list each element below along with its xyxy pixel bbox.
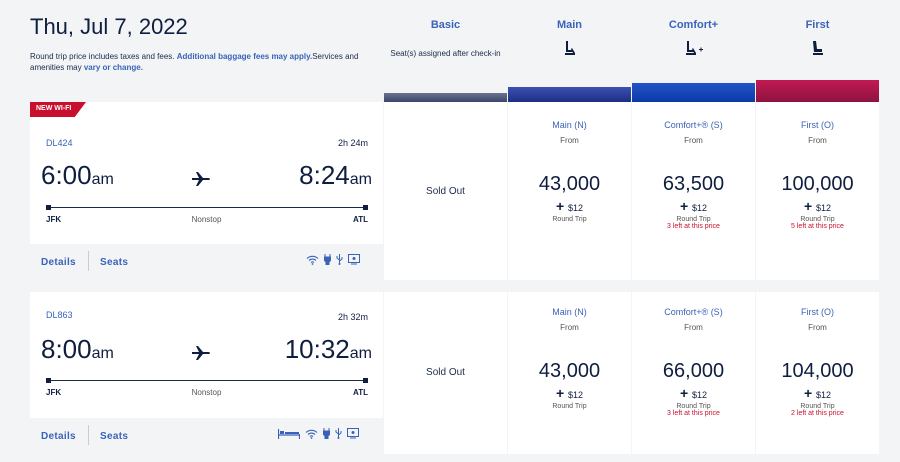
baggage-fees-link[interactable]: Additional baggage fees may apply. [176,52,313,61]
airplane-icon [192,346,210,360]
card-footer: Details Seats [30,244,383,280]
airplane-icon [192,172,210,186]
first-fare-cell[interactable]: First (O) From 104,000 + $12 Round Trip … [756,292,879,454]
miles-price: 43,000 [538,360,601,382]
miles-price: 100,000 [781,173,854,195]
seats-left-note: 5 left at this price [791,223,844,230]
details-link[interactable]: Details [41,257,76,268]
amenity-icons [306,254,360,265]
flight-card: DL863 2h 32m 8:00am 10:32am JFK Nonstop … [30,292,383,454]
results-header: Thu, Jul 7, 2022 Round trip price includ… [0,0,900,102]
flight-duration: 2h 24m [337,138,368,148]
route-line [46,378,368,383]
comfort-color-bar [632,83,755,102]
vary-or-change-link[interactable]: vary or change. [83,63,143,72]
miles-price: 43,000 [538,173,601,195]
destination-airport: ATL [353,388,368,397]
card-footer: Details Seats [30,418,383,454]
flight-card: DL424 2h 24m 6:00am 8:24am JFK Nonstop A… [30,102,383,280]
basic-fare-cell[interactable]: Sold Out [384,292,507,454]
wifi-icon [305,429,318,439]
stops-label: Nonstop [191,215,222,224]
usb-icon [335,428,342,439]
miles-price: 104,000 [781,360,854,382]
column-basic[interactable]: Basic Seat(s) assigned after check-in [390,19,501,58]
comfort-fare-cell[interactable]: Comfort+® (S) From 63,500 + $12 Round Tr… [632,102,755,280]
miles-price: 66,000 [662,360,725,382]
basic-fare-cell[interactable]: Sold Out [384,102,507,280]
recliner-seat-icon [756,40,879,56]
seat-icon [508,40,631,56]
power-icon [323,428,330,439]
details-link[interactable]: Details [41,431,76,442]
amenity-icons [278,428,359,439]
screen-icon [348,254,360,265]
flight-number[interactable]: DL863 [46,310,73,320]
power-icon [324,254,331,265]
main-fare-cell[interactable]: Main (N) From 43,000 + $12 Round Trip [508,102,631,280]
route-line [46,205,368,210]
first-fare-cell[interactable]: First (O) From 100,000 + $12 Round Trip … [756,102,879,280]
stops-label: Nonstop [191,388,222,397]
flight-duration: 2h 32m [337,312,368,322]
seats-link[interactable]: Seats [100,257,129,268]
arrival-time: 10:32am [284,334,372,364]
flight-number[interactable]: DL424 [46,138,73,148]
basic-color-bar [384,93,507,102]
column-first[interactable]: First [756,19,879,56]
fare-note: Round trip price includes taxes and fees… [30,52,359,72]
comfort-fare-cell[interactable]: Comfort+® (S) From 66,000 + $12 Round Tr… [632,292,755,454]
seat-plus-icon [632,40,755,56]
usb-icon [336,254,343,265]
departure-time: 8:00am [41,334,114,364]
screen-icon [347,428,359,439]
miles-price: 63,500 [662,173,725,195]
wifi-icon [306,255,319,265]
seats-link[interactable]: Seats [100,431,129,442]
new-wifi-badge: NEW WI-FI [30,102,86,117]
column-comfort-plus[interactable]: Comfort+ [632,19,755,56]
main-fare-cell[interactable]: Main (N) From 43,000 + $12 Round Trip [508,292,631,454]
arrival-time: 8:24am [299,160,372,190]
main-color-bar [508,87,631,102]
flat-bed-icon [278,429,300,439]
column-main[interactable]: Main [508,19,631,56]
seats-left-note: 2 left at this price [791,410,844,417]
departure-time: 6:00am [41,160,114,190]
destination-airport: ATL [353,215,368,224]
seats-left-note: 3 left at this price [667,410,720,417]
travel-date: Thu, Jul 7, 2022 [30,14,188,39]
first-color-bar [756,80,879,102]
origin-airport: JFK [46,388,62,397]
origin-airport: JFK [46,215,62,224]
seats-left-note: 3 left at this price [667,223,720,230]
